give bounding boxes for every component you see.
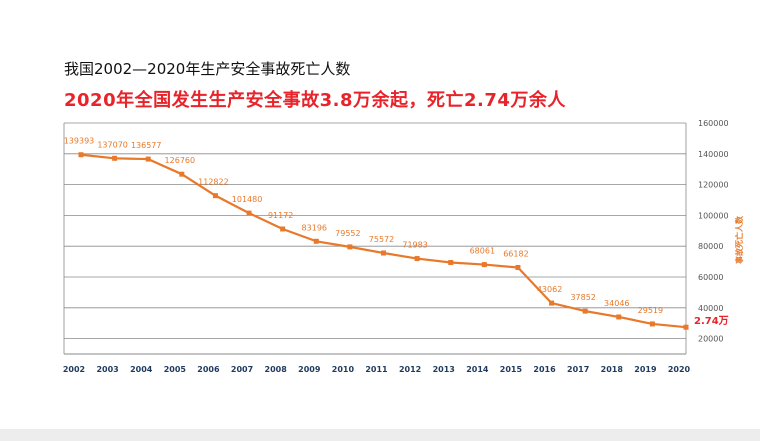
data-point <box>414 256 420 262</box>
x-tick-label: 2011 <box>365 365 388 374</box>
x-tick-label: 2008 <box>265 365 288 374</box>
data-label: 37852 <box>570 293 595 302</box>
data-label: 66182 <box>503 249 528 258</box>
y-tick-label: 100000 <box>698 211 729 220</box>
x-tick-label: 2009 <box>298 365 321 374</box>
data-point <box>616 314 622 320</box>
data-point <box>683 324 689 330</box>
x-tick-label: 2010 <box>332 365 355 374</box>
x-tick-label: 2013 <box>433 365 455 374</box>
data-label: 137070 <box>97 140 128 149</box>
x-tick-label: 2007 <box>231 365 253 374</box>
x-tick-label: 2004 <box>130 365 153 374</box>
data-point <box>515 264 521 270</box>
y-tick-label: 60000 <box>698 273 723 282</box>
x-tick-label: 2003 <box>96 365 118 374</box>
data-point <box>347 244 353 250</box>
data-point <box>280 226 286 232</box>
data-label: 83196 <box>302 223 327 232</box>
x-tick-label: 2005 <box>164 365 187 374</box>
x-tick-label: 2016 <box>533 365 556 374</box>
data-point <box>549 300 555 306</box>
data-point <box>212 193 218 199</box>
data-point <box>481 262 487 268</box>
x-tick-label: 2017 <box>567 365 589 374</box>
y-axis-title: 事故死亡人数 <box>734 215 744 264</box>
data-point <box>649 321 655 327</box>
data-point <box>112 155 118 161</box>
data-label: 29519 <box>638 306 663 315</box>
data-label: 139393 <box>64 137 95 146</box>
data-label: 91172 <box>268 211 293 220</box>
bottom-bar <box>0 429 760 441</box>
x-tick-label: 2020 <box>668 365 691 374</box>
data-label: 71983 <box>402 241 427 250</box>
data-label: 101480 <box>232 195 263 204</box>
y-tick-label: 160000 <box>698 119 729 128</box>
y-tick-label: 120000 <box>698 181 729 190</box>
data-label: 34046 <box>604 299 629 308</box>
x-tick-label: 2015 <box>500 365 523 374</box>
headline: 2020年全国发生生产安全事故3.8万余起，死亡2.74万余人 <box>64 90 566 111</box>
series-death-toll <box>78 152 689 330</box>
data-point <box>179 171 185 177</box>
data-label: 136577 <box>131 141 162 150</box>
data-point <box>145 156 151 162</box>
data-label: 75572 <box>369 235 394 244</box>
x-tick-label: 2012 <box>399 365 421 374</box>
data-label: 43062 <box>537 285 562 294</box>
data-point <box>381 250 386 256</box>
x-tick-label: 2018 <box>601 365 624 374</box>
data-point <box>313 238 319 244</box>
y-tick-label: 40000 <box>698 304 723 313</box>
data-point <box>448 259 454 265</box>
data-point <box>582 308 588 314</box>
page-title: 我国2002—2020年生产安全事故死亡人数 <box>64 60 351 78</box>
x-tick-label: 2014 <box>466 365 489 374</box>
data-point <box>78 152 84 158</box>
data-label: 2.74万 <box>694 315 729 327</box>
y-tick-label: 140000 <box>698 150 729 159</box>
x-tick-label: 2002 <box>63 365 85 374</box>
y-tick-label: 20000 <box>698 335 723 344</box>
y-tick-label: 80000 <box>698 242 723 251</box>
data-label: 126760 <box>165 156 196 165</box>
gridlines <box>64 122 686 340</box>
data-label: 112822 <box>198 178 229 187</box>
x-tick-label: 2006 <box>197 365 220 374</box>
axes: 20000 40000 60000 80000 100000 120000 140000 16… <box>63 119 729 374</box>
data-point <box>246 210 252 216</box>
data-label: 79552 <box>335 229 360 238</box>
data-label: 68061 <box>470 247 495 256</box>
x-tick-label: 2019 <box>634 365 657 374</box>
